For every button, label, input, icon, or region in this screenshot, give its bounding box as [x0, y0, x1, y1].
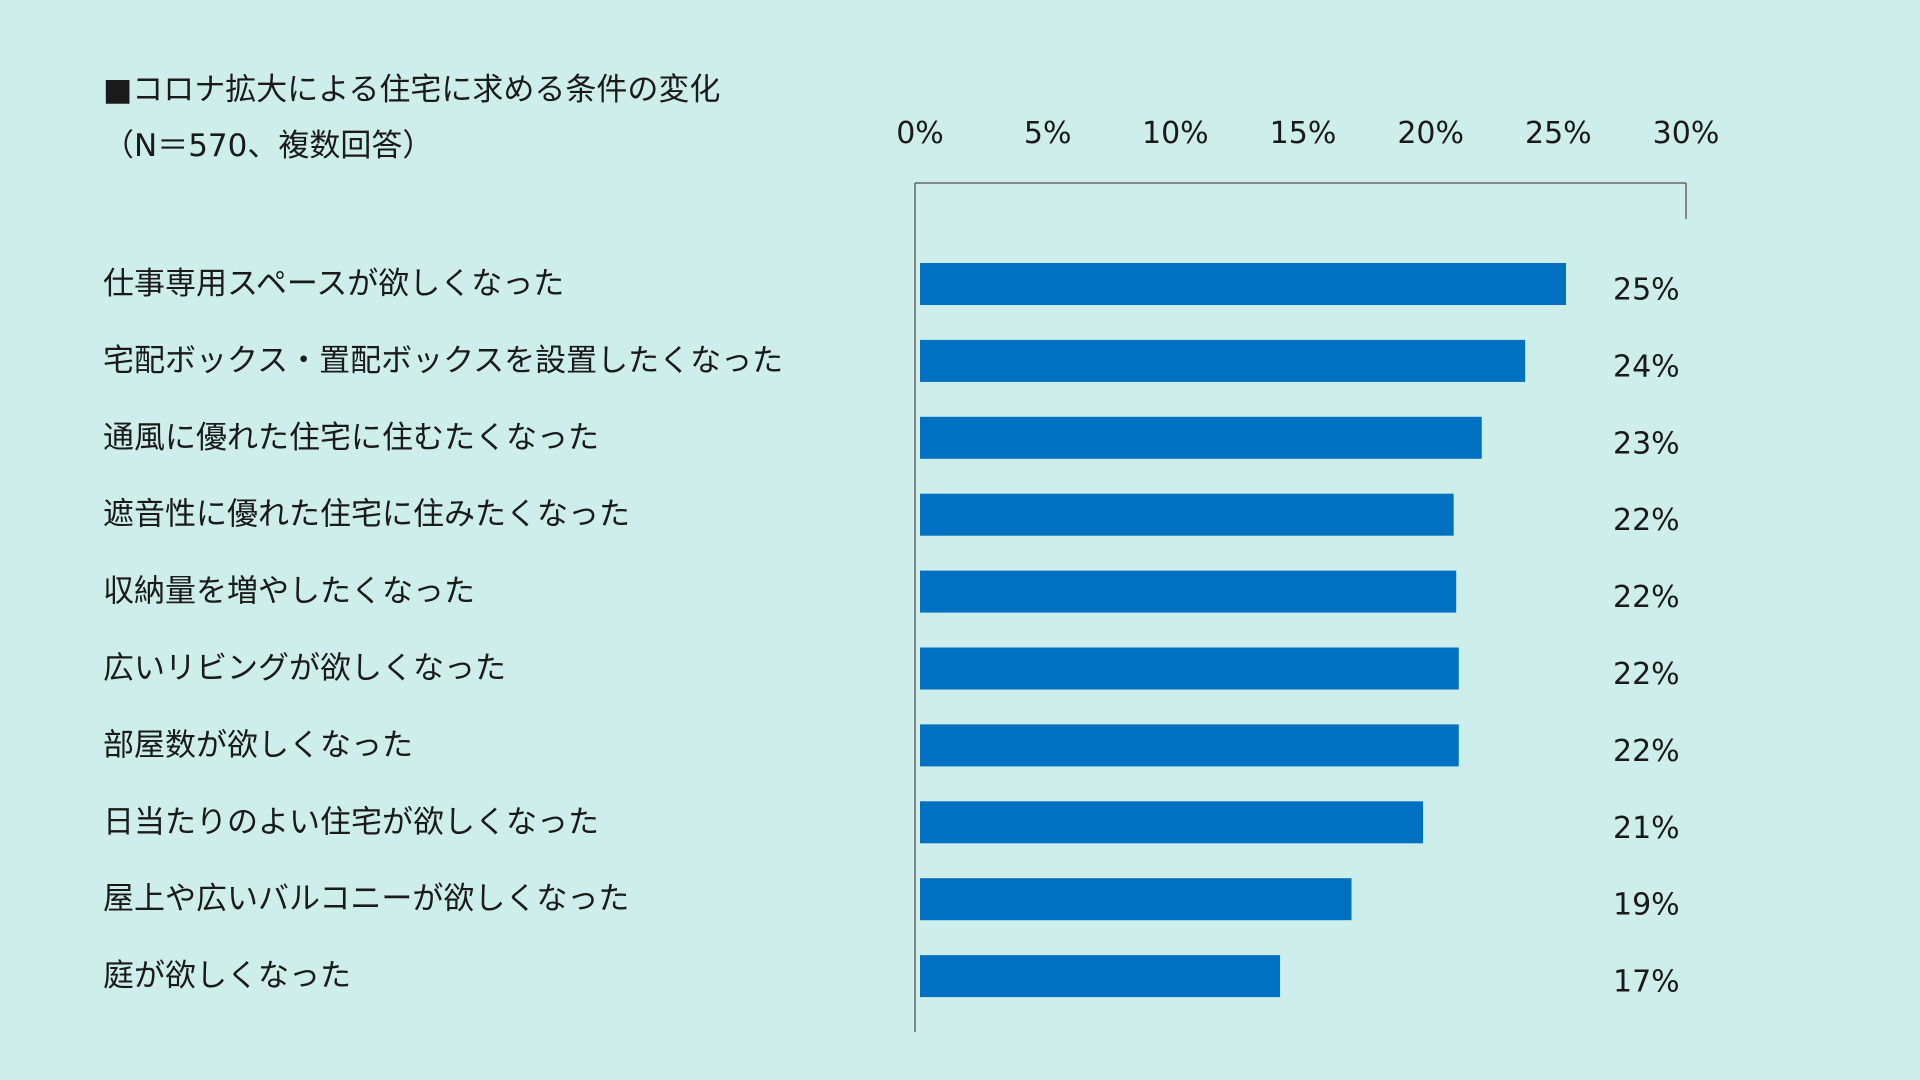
bar — [920, 878, 1352, 921]
bar — [920, 263, 1566, 305]
value-label: 19% — [1613, 888, 1680, 923]
chart-title-block: ■コロナ拡大による住宅に求める条件の変化 （N＝570、複数回答） — [103, 62, 720, 174]
bar — [920, 416, 1482, 459]
value-label: 17% — [1613, 965, 1680, 1000]
bar — [920, 955, 1281, 998]
x-tick-label: 5% — [1024, 116, 1072, 151]
chart-title: ■コロナ拡大による住宅に求める条件の変化 — [103, 72, 721, 108]
category-label: 日当たりのよい住宅が欲しくなった — [103, 804, 599, 840]
chart-subtitle: （N＝570、複数回答） — [103, 128, 434, 164]
x-tick-label: 30% — [1653, 116, 1720, 151]
category-label: 遮音性に優れた住宅に住みたくなった — [103, 497, 630, 533]
bar — [920, 647, 1459, 690]
value-label: 22% — [1613, 503, 1680, 538]
category-label: 宅配ボックス・置配ボックスを設置したくなった — [103, 343, 783, 379]
value-label: 23% — [1613, 426, 1680, 461]
value-label: 21% — [1613, 811, 1680, 846]
category-label: 仕事専用スペースが欲しくなった — [103, 266, 564, 302]
x-tick-label: 0% — [896, 116, 944, 151]
value-label: 22% — [1613, 580, 1680, 615]
category-label: 広いリビングが欲しくなった — [103, 651, 506, 687]
value-label: 24% — [1613, 349, 1680, 384]
x-tick-label: 10% — [1142, 116, 1209, 151]
bar — [920, 724, 1459, 767]
value-label: 22% — [1613, 657, 1680, 692]
bar — [920, 339, 1526, 382]
category-label: 屋上や広いバルコニーが欲しくなった — [103, 881, 629, 917]
category-label: 庭が欲しくなった — [103, 958, 351, 994]
x-tick-label: 15% — [1270, 116, 1337, 151]
bar — [920, 570, 1457, 613]
category-label: 収納量を増やしたくなった — [103, 574, 475, 610]
value-label: 22% — [1613, 734, 1680, 769]
bar — [920, 493, 1454, 536]
category-label: 部屋数が欲しくなった — [103, 727, 413, 763]
bar — [920, 801, 1424, 844]
x-tick-label: 25% — [1525, 116, 1592, 151]
x-tick-label: 20% — [1397, 116, 1464, 151]
category-label: 通風に優れた住宅に住むたくなった — [103, 420, 599, 456]
value-label: 25% — [1613, 273, 1680, 308]
